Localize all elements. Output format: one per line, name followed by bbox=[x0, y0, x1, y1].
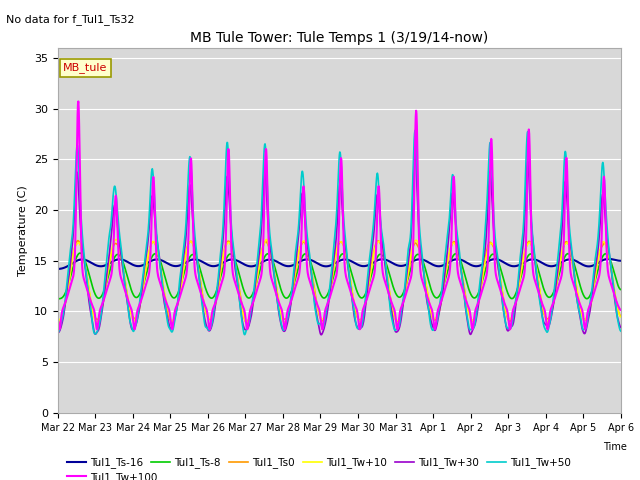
Tul1_Ts-16 bbox=[550, 263, 557, 269]
Tul1_Tw+30 bbox=[617, 324, 625, 330]
Tul1_Tw+100 bbox=[551, 296, 559, 302]
Text: No data for f_Tul1_Ts32: No data for f_Tul1_Ts32 bbox=[6, 14, 135, 25]
Tul1_Tw+30 bbox=[501, 317, 509, 323]
Tul1_Tw+100 bbox=[500, 300, 508, 306]
Tul1_Ts0 bbox=[427, 310, 435, 315]
Tul1_Ts-8 bbox=[54, 296, 61, 302]
Tul1_Ts0 bbox=[166, 316, 173, 322]
Tul1_Tw+100 bbox=[166, 309, 173, 315]
Tul1_Ts-16 bbox=[500, 260, 508, 265]
Tul1_Tw+100 bbox=[243, 322, 250, 327]
Tul1_Ts-8 bbox=[617, 287, 625, 292]
Line: Tul1_Ts-16: Tul1_Ts-16 bbox=[58, 259, 621, 269]
Tul1_Tw+50 bbox=[411, 128, 419, 133]
Tul1_Ts-16 bbox=[427, 261, 435, 266]
Tul1_Tw+30 bbox=[428, 320, 435, 325]
Tul1_Ts-16 bbox=[54, 266, 61, 272]
Tul1_Tw+50 bbox=[243, 327, 250, 333]
Tul1_Tw+30 bbox=[165, 323, 173, 328]
Tul1_Tw+30 bbox=[54, 330, 61, 336]
Line: Tul1_Ts-8: Tul1_Ts-8 bbox=[58, 253, 621, 299]
Tul1_Tw+10 bbox=[179, 272, 187, 277]
Tul1_Tw+50 bbox=[241, 332, 248, 337]
Tul1_Ts0 bbox=[500, 303, 508, 309]
Tul1_Tw+10 bbox=[617, 314, 625, 320]
Tul1_Ts-16 bbox=[617, 258, 625, 264]
Tul1_Ts-8 bbox=[179, 273, 187, 279]
Tul1_Ts0 bbox=[243, 320, 250, 325]
Line: Tul1_Tw+30: Tul1_Tw+30 bbox=[58, 154, 621, 335]
Tul1_Ts-8 bbox=[500, 280, 508, 286]
Tul1_Ts-16 bbox=[605, 256, 612, 262]
Tul1_Tw+50 bbox=[551, 284, 559, 289]
Tul1_Tw+100 bbox=[617, 307, 625, 313]
Tul1_Tw+100 bbox=[427, 304, 435, 310]
Tul1_Tw+10 bbox=[165, 312, 173, 317]
Tul1_Tw+50 bbox=[617, 328, 625, 334]
Tul1_Ts0 bbox=[74, 238, 82, 243]
Text: Time: Time bbox=[602, 442, 627, 452]
Tul1_Tw+100 bbox=[54, 316, 61, 322]
Tul1_Tw+100 bbox=[179, 283, 187, 288]
Tul1_Tw+100 bbox=[506, 326, 514, 332]
Tul1_Tw+50 bbox=[179, 252, 187, 258]
Line: Tul1_Tw+50: Tul1_Tw+50 bbox=[58, 131, 621, 335]
Tul1_Ts0 bbox=[550, 296, 558, 301]
Line: Tul1_Tw+10: Tul1_Tw+10 bbox=[58, 240, 621, 322]
Tul1_Ts-8 bbox=[427, 286, 435, 292]
Tul1_Tw+30 bbox=[551, 293, 559, 299]
Tul1_Ts-16 bbox=[179, 261, 187, 267]
Line: Tul1_Ts0: Tul1_Ts0 bbox=[58, 240, 621, 325]
Legend: Tul1_Tw+100: Tul1_Tw+100 bbox=[63, 468, 161, 480]
Tul1_Tw+50 bbox=[54, 329, 61, 335]
Tul1_Ts-16 bbox=[165, 262, 173, 267]
Title: MB Tule Tower: Tule Temps 1 (3/19/14-now): MB Tule Tower: Tule Temps 1 (3/19/14-now… bbox=[190, 32, 488, 46]
Tul1_Ts-8 bbox=[166, 289, 173, 295]
Line: Tul1_Tw+100: Tul1_Tw+100 bbox=[58, 101, 621, 329]
Y-axis label: Temperature (C): Temperature (C) bbox=[18, 185, 28, 276]
Tul1_Tw+30 bbox=[411, 151, 419, 156]
Tul1_Tw+30 bbox=[242, 327, 250, 333]
Tul1_Tw+10 bbox=[242, 319, 250, 324]
Tul1_Ts-16 bbox=[242, 262, 250, 268]
Tul1_Tw+100 bbox=[74, 98, 82, 104]
Tul1_Ts0 bbox=[617, 313, 625, 319]
Tul1_Ts-8 bbox=[76, 250, 84, 256]
Tul1_Tw+30 bbox=[317, 332, 325, 337]
Tul1_Tw+50 bbox=[428, 325, 435, 331]
Tul1_Ts-8 bbox=[550, 288, 558, 293]
Tul1_Tw+10 bbox=[501, 304, 509, 310]
Tul1_Ts0 bbox=[54, 323, 61, 328]
Tul1_Tw+10 bbox=[54, 318, 61, 324]
Tul1_Ts0 bbox=[179, 267, 187, 273]
Tul1_Tw+10 bbox=[551, 293, 559, 299]
Tul1_Tw+50 bbox=[165, 325, 173, 331]
Tul1_Tw+10 bbox=[428, 311, 435, 317]
Tul1_Tw+30 bbox=[179, 260, 187, 266]
Tul1_Ts-8 bbox=[243, 293, 250, 299]
Tul1_Tw+50 bbox=[501, 317, 509, 323]
Tul1_Tw+10 bbox=[243, 319, 250, 325]
Legend: Tul1_Ts-16, Tul1_Ts-8, Tul1_Ts0, Tul1_Tw+10, Tul1_Tw+30, Tul1_Tw+50: Tul1_Ts-16, Tul1_Ts-8, Tul1_Ts0, Tul1_Tw… bbox=[63, 453, 575, 472]
Tul1_Tw+10 bbox=[263, 237, 271, 242]
Text: MB_tule: MB_tule bbox=[63, 62, 108, 73]
